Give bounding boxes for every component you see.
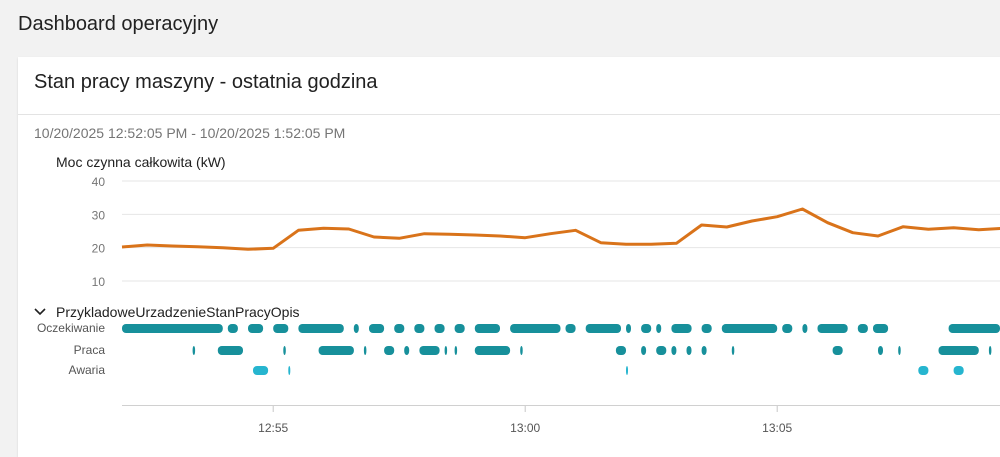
- chart-gridlines: [122, 180, 1000, 282]
- timeline-category-label: Oczekiwanie: [37, 321, 105, 335]
- y-tick-label: 10: [92, 275, 106, 289]
- timeline-bar-oczekiwanie[interactable]: [510, 324, 561, 333]
- widget-title: Stan pracy maszyny - ostatnia godzina: [34, 71, 378, 93]
- chevron-down-icon[interactable]: [34, 308, 46, 316]
- timeline-bar-awaria[interactable]: [918, 366, 929, 375]
- y-tick-label: 30: [92, 208, 106, 222]
- timeline-bar-oczekiwanie[interactable]: [626, 324, 631, 333]
- timeline-bar-awaria[interactable]: [626, 366, 628, 375]
- timeline-bar-oczekiwanie[interactable]: [474, 324, 500, 333]
- timeline-bar-oczekiwanie[interactable]: [369, 324, 385, 333]
- timeline-bar-praca[interactable]: [444, 346, 448, 355]
- timeline-bar-praca[interactable]: [419, 346, 440, 355]
- timeline-bar-oczekiwanie[interactable]: [565, 324, 576, 333]
- chart-title: Moc czynna całkowita (kW): [56, 154, 226, 170]
- timeline-bar-oczekiwanie[interactable]: [248, 324, 264, 333]
- page-header: Dashboard operacyjny: [0, 0, 1000, 50]
- power-line-series: [121, 207, 1000, 251]
- x-tick-label: 13:05: [762, 421, 792, 435]
- timeline-bar-praca[interactable]: [988, 346, 992, 355]
- power-line[interactable]: [121, 207, 1000, 251]
- time-range-label: 10/20/2025 12:52:05 PM - 10/20/2025 1:52…: [34, 125, 346, 141]
- timeline-bar-praca[interactable]: [520, 346, 523, 355]
- timeline-bar-praca[interactable]: [898, 346, 901, 355]
- widget-card: Stan pracy maszyny - ostatnia godzina 10…: [18, 57, 1000, 457]
- timeline-bar-awaria[interactable]: [253, 366, 269, 375]
- timeline-bar-awaria[interactable]: [288, 366, 291, 375]
- chart-area: Moc czynna całkowita (kW) 10 20 30 40 Przyk…: [34, 154, 1000, 435]
- timeline-bar-oczekiwanie[interactable]: [873, 324, 889, 333]
- timeline-bar-praca[interactable]: [283, 346, 286, 355]
- timeline-bar-oczekiwanie[interactable]: [394, 324, 405, 333]
- y-tick-label: 40: [92, 175, 106, 189]
- timeline-bar-praca[interactable]: [686, 346, 692, 355]
- timeline-bar-praca[interactable]: [192, 346, 196, 355]
- timeline-bar-praca[interactable]: [615, 346, 626, 355]
- timeline-bar-oczekiwanie[interactable]: [227, 324, 238, 333]
- timeline-bar-oczekiwanie[interactable]: [585, 324, 621, 333]
- timeline-bar-oczekiwanie[interactable]: [434, 324, 445, 333]
- timeline-category-label: Awaria: [69, 363, 106, 377]
- timeline-bar-praca[interactable]: [363, 346, 367, 355]
- timeline-bar-oczekiwanie[interactable]: [802, 324, 808, 333]
- timeline-bar-praca[interactable]: [217, 346, 243, 355]
- timeline-bar-oczekiwanie[interactable]: [454, 324, 465, 333]
- timeline-group-label[interactable]: PrzykladoweUrzadzenieStanPracyOpis: [56, 304, 300, 320]
- x-tick-label: 12:55: [258, 421, 288, 435]
- timeline-bar-oczekiwanie[interactable]: [721, 324, 778, 333]
- page-title: Dashboard operacyjny: [18, 13, 219, 35]
- timeline-bar-oczekiwanie[interactable]: [122, 324, 223, 333]
- timeline-bar-praca[interactable]: [656, 346, 667, 355]
- timeline-bar-oczekiwanie[interactable]: [671, 324, 692, 333]
- timeline-bar-oczekiwanie[interactable]: [701, 324, 712, 333]
- timeline-bar-oczekiwanie[interactable]: [857, 324, 868, 333]
- timeline-bar-awaria[interactable]: [953, 366, 964, 375]
- y-axis-ticks: 10 20 30 40: [92, 175, 106, 289]
- card-divider: [18, 114, 1000, 115]
- timeline-bar-praca[interactable]: [454, 346, 458, 355]
- timeline-bar-praca[interactable]: [832, 346, 843, 355]
- timeline-bar-oczekiwanie[interactable]: [656, 324, 662, 333]
- timeline-category-labels: Oczekiwanie Praca Awaria: [37, 321, 105, 377]
- timeline-category-label: Praca: [74, 343, 106, 357]
- timeline-bar-oczekiwanie[interactable]: [273, 324, 289, 333]
- timeline-bar-oczekiwanie[interactable]: [948, 324, 1000, 333]
- timeline-bar-oczekiwanie[interactable]: [298, 324, 344, 333]
- timeline-bar-praca[interactable]: [384, 346, 395, 355]
- timeline-bar-praca[interactable]: [641, 346, 647, 355]
- timeline-bar-praca[interactable]: [318, 346, 354, 355]
- x-tick-label: 13:00: [510, 421, 540, 435]
- timeline-bar-praca[interactable]: [474, 346, 511, 355]
- timeline-bar-oczekiwanie[interactable]: [353, 324, 359, 333]
- timeline-bar-praca[interactable]: [938, 346, 979, 355]
- timeline-bar-oczekiwanie[interactable]: [641, 324, 652, 333]
- timeline-bar-praca[interactable]: [731, 346, 735, 355]
- timeline-bar-praca[interactable]: [878, 346, 883, 355]
- y-tick-label: 20: [92, 242, 106, 256]
- timeline-bar-oczekiwanie[interactable]: [817, 324, 848, 333]
- timeline-bar-oczekiwanie[interactable]: [414, 324, 425, 333]
- timeline-bars: [122, 324, 1000, 375]
- timeline-bar-praca[interactable]: [671, 346, 677, 355]
- timeline-bar-oczekiwanie[interactable]: [782, 324, 793, 333]
- timeline-bar-praca[interactable]: [701, 346, 707, 355]
- timeline-bar-praca[interactable]: [404, 346, 410, 355]
